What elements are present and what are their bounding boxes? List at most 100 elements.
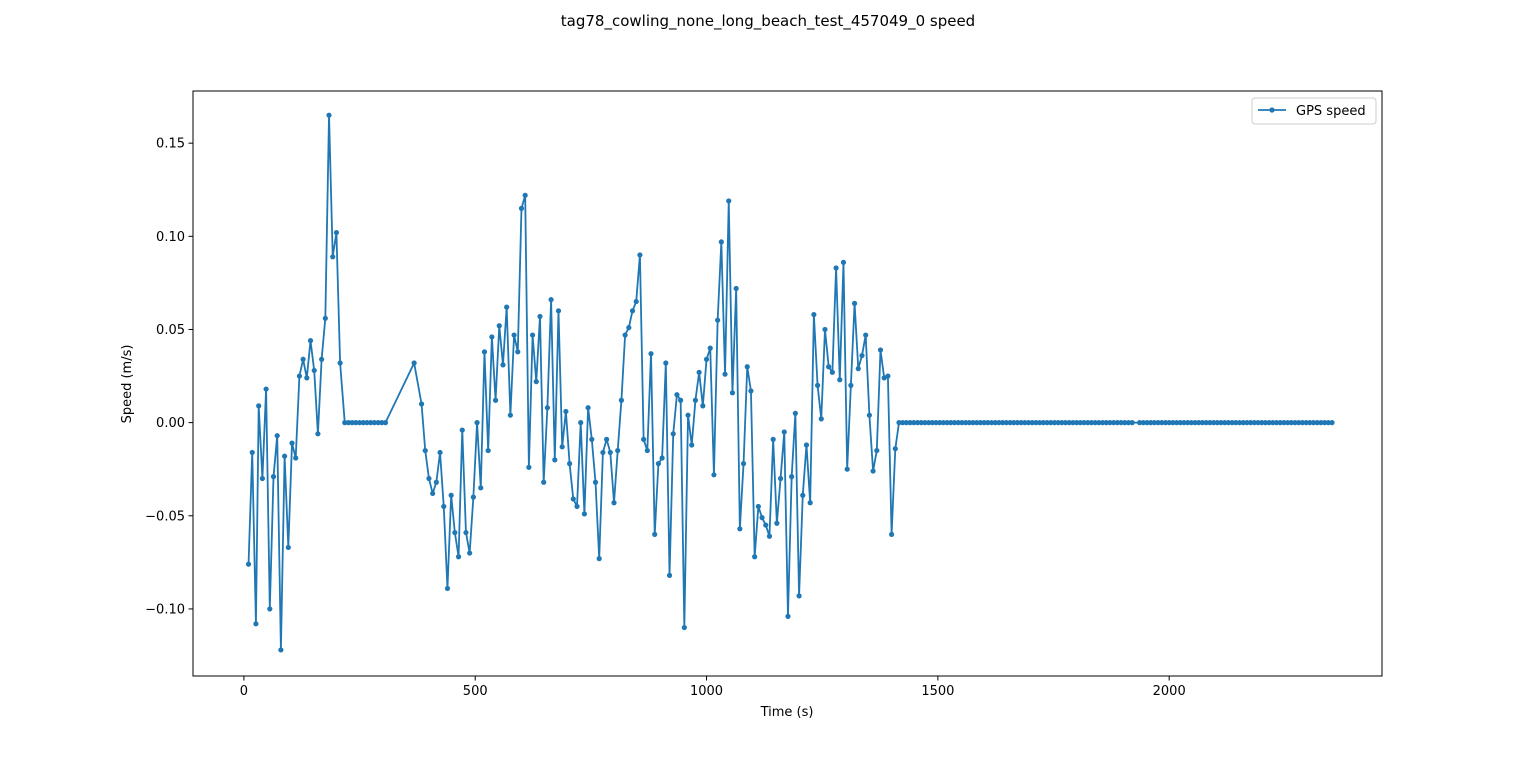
data-point [1025, 420, 1032, 426]
data-point [245, 561, 252, 567]
data-point [992, 420, 998, 426]
y-tick-label: 0.10 [156, 230, 185, 245]
data-point [1011, 420, 1017, 426]
data-point [263, 386, 269, 392]
data-point [307, 338, 314, 344]
data-point [256, 403, 262, 409]
data-point [833, 265, 839, 271]
data-point [1251, 420, 1257, 426]
data-point [840, 259, 847, 265]
data-point [426, 475, 432, 482]
data-point [763, 522, 769, 528]
data-point [596, 556, 602, 562]
data-point [578, 420, 584, 426]
data-point [1003, 420, 1009, 426]
data-point [289, 440, 295, 446]
data-point [1122, 420, 1128, 426]
data-point [1285, 420, 1291, 426]
data-point [1037, 420, 1043, 426]
legend: GPS speed [1251, 97, 1377, 125]
data-point [1048, 420, 1054, 426]
data-point [566, 461, 573, 467]
data-point [1129, 420, 1135, 426]
data-point [585, 405, 591, 411]
data-point [1136, 420, 1143, 426]
data-point [951, 420, 958, 426]
plot-area [245, 112, 1335, 653]
data-point [1185, 420, 1191, 426]
data-point [644, 447, 650, 454]
data-point [267, 606, 273, 612]
data-point [641, 436, 647, 442]
data-point [866, 412, 872, 418]
data-point [515, 349, 521, 355]
data-point [330, 254, 336, 260]
data-point [1062, 420, 1069, 426]
data-point [926, 420, 932, 426]
data-point [766, 533, 773, 539]
data-point [353, 420, 359, 426]
data-point [659, 455, 665, 461]
data-point [855, 366, 861, 372]
data-point [1233, 420, 1239, 426]
data-point [1166, 420, 1172, 426]
data-point [759, 515, 765, 521]
data-point [781, 429, 787, 435]
data-point [1140, 420, 1146, 426]
data-point [1262, 420, 1269, 426]
y-tick-label: −0.10 [145, 602, 185, 617]
data-point [1155, 420, 1161, 426]
data-point [800, 492, 806, 498]
data-point [837, 377, 843, 383]
data-point [278, 647, 284, 653]
data-point [574, 503, 580, 510]
data-point [678, 397, 684, 403]
data-point [274, 433, 280, 439]
data-point [441, 503, 447, 510]
data-point [522, 192, 528, 198]
data-point [474, 420, 480, 426]
data-point [666, 572, 673, 578]
data-point [253, 621, 259, 627]
data-point [1318, 420, 1324, 426]
data-point [652, 531, 658, 538]
data-point [559, 444, 565, 450]
data-point [940, 420, 947, 426]
data-point [1022, 420, 1028, 426]
data-point [589, 436, 595, 442]
data-point [718, 239, 724, 245]
data-point [1314, 420, 1320, 426]
data-point [670, 431, 676, 437]
data-point [1299, 420, 1306, 426]
y-tick-label: 0.00 [156, 416, 185, 431]
data-point [448, 492, 454, 498]
data-point [1225, 420, 1231, 426]
data-point [349, 420, 355, 426]
data-point [1099, 420, 1106, 426]
data-point [1329, 420, 1335, 426]
data-point [1077, 420, 1083, 426]
data-point [1181, 420, 1187, 426]
data-point [507, 412, 513, 418]
data-point [996, 420, 1002, 426]
data-point [1107, 420, 1113, 426]
data-point [300, 356, 306, 362]
data-point [892, 446, 898, 452]
data-point [1088, 420, 1095, 426]
data-point [496, 323, 502, 329]
data-point [518, 205, 525, 211]
data-point [733, 285, 739, 292]
data-point [537, 313, 543, 320]
data-point [844, 466, 850, 472]
data-point [342, 420, 348, 426]
data-point [648, 351, 654, 357]
data-point [304, 375, 310, 381]
data-point [345, 420, 352, 426]
data-point [552, 457, 558, 463]
data-point [903, 420, 910, 426]
data-point [282, 453, 288, 459]
data-point [963, 420, 969, 426]
data-point [1188, 420, 1194, 426]
